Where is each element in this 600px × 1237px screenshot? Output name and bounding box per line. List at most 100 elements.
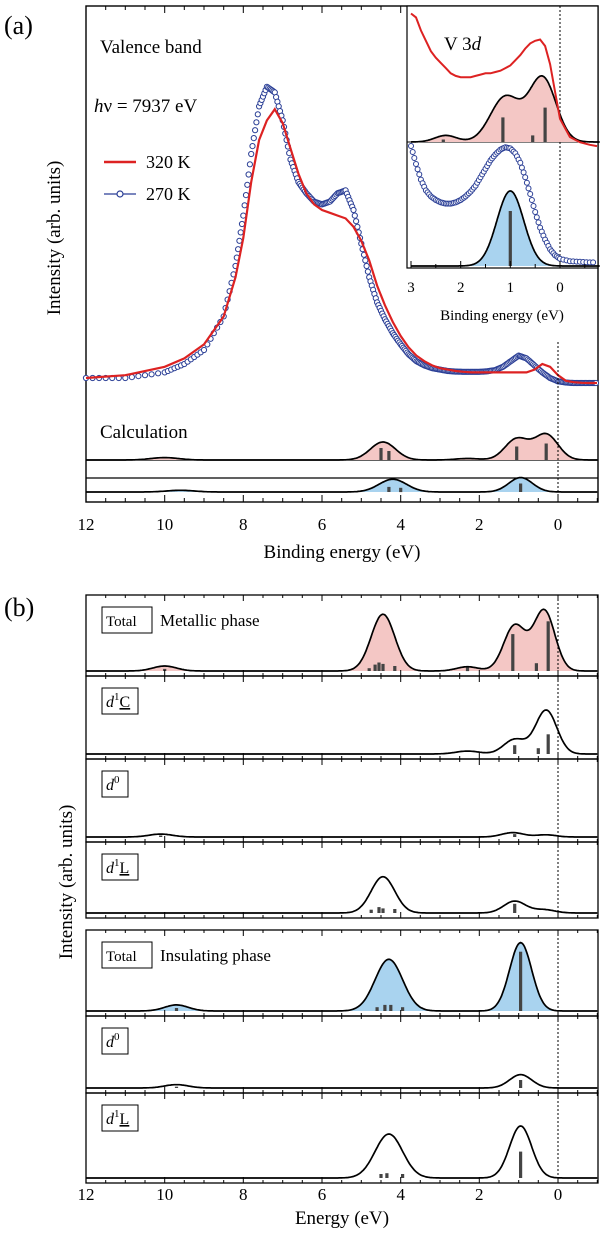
subpanel-label-text: Total xyxy=(106,614,137,630)
calc-metallic-stick-1 xyxy=(387,451,391,460)
subpanel-5: d0 xyxy=(85,1015,599,1094)
subpanel-frame xyxy=(85,841,599,919)
inset-270k-point xyxy=(590,259,597,266)
series-270k-point xyxy=(354,223,361,230)
calc-metallic-stick-2 xyxy=(515,446,519,460)
series-320k-line xyxy=(85,107,597,385)
inset-calc-metallic-fill xyxy=(411,75,600,142)
series-270k-point xyxy=(350,206,357,214)
subpanel-label: d1C xyxy=(101,687,139,715)
subpanel-6-stick-2 xyxy=(401,1174,405,1178)
legend-270k-marker xyxy=(116,190,124,198)
subpanel-3-stick-1 xyxy=(377,907,381,913)
subpanel-label: Total xyxy=(101,606,153,634)
subpanel-3-stick-4 xyxy=(513,903,517,913)
legend-320k-label: 320 K xyxy=(146,152,191,172)
panel-b-subpanels: Total Metallic phase d1C d0 d1L Total Insulati… xyxy=(85,594,599,1184)
panel-a-xaxis: 12 10 8 6 4 2 0 xyxy=(78,6,598,534)
inset-270k-point xyxy=(408,143,414,149)
subpanel-0-stick-3 xyxy=(377,662,381,671)
subpanel-label-text: d0 xyxy=(106,774,120,794)
subpanel-label: d1L xyxy=(101,1104,139,1132)
subpanel-label-box xyxy=(101,606,153,634)
series-270k-point xyxy=(135,373,142,380)
panel-a-ticklabel: 12 xyxy=(78,515,95,534)
series-270k-point xyxy=(155,370,162,377)
subpanel-0-curve xyxy=(86,608,598,672)
panel-a-ticklabel: 2 xyxy=(475,515,484,534)
series-270k-point xyxy=(249,143,256,150)
subpanel-4-stick-4 xyxy=(401,1007,405,1011)
series-270k-point xyxy=(364,268,371,275)
subpanel-2: d0 xyxy=(85,758,599,843)
panel-a-ticklabel: 0 xyxy=(554,515,563,534)
panel-a-ticklabel: 4 xyxy=(396,515,405,534)
subpanel-4-stick-2 xyxy=(383,1004,387,1011)
subpanel-4-stick-3 xyxy=(389,1004,393,1011)
series-270k-point xyxy=(141,372,149,379)
series-270k-point xyxy=(242,192,250,199)
calc-insulating-curve xyxy=(86,476,598,493)
series-270k-point xyxy=(353,218,360,225)
subpanel-6-curve xyxy=(86,1125,598,1179)
series-270k-point xyxy=(363,262,370,270)
series-270k-point xyxy=(351,212,358,219)
panel-b: (b) Total Metallic phase d1C d0 d1L Total Insu… xyxy=(4,593,599,1229)
series-270k-point xyxy=(148,371,155,378)
subpanel-label-box xyxy=(101,1104,139,1132)
series-270k-point xyxy=(241,202,248,209)
phase-label: Insulating phase xyxy=(160,946,271,965)
subpanel-label-box xyxy=(101,770,129,798)
calc-insulating-stick-2 xyxy=(519,483,523,492)
subpanel-0-stick-5 xyxy=(393,666,397,671)
inset-xaxis: 3 2 1 0 xyxy=(407,261,586,296)
subpanel-2-curve xyxy=(86,831,598,838)
subpanel-3-stick-3 xyxy=(393,909,397,913)
subpanel-4-stick-0 xyxy=(174,1008,179,1011)
inset-title: V 3d xyxy=(444,34,482,55)
subpanel-label-text: d1L xyxy=(106,1108,129,1128)
panel-a-label: (a) xyxy=(4,11,33,40)
subpanel-1: d1C xyxy=(85,675,599,760)
inset-calc-metallic-stick-2 xyxy=(531,135,535,142)
subpanel-3-stick-2 xyxy=(381,908,385,913)
series-270k-point xyxy=(254,111,261,118)
panel-a-ticklabel: 10 xyxy=(156,515,173,534)
series-270k-point xyxy=(246,161,253,168)
series-270k-point xyxy=(253,119,260,126)
series-270k-point xyxy=(252,127,259,134)
subpanel-0-stick-8 xyxy=(534,663,538,671)
subpanel-1-curve xyxy=(86,709,598,755)
subpanel-label-text: Total xyxy=(106,949,137,965)
inset-270k-point xyxy=(535,219,542,226)
panel-b-ticklabel: 10 xyxy=(156,1185,173,1204)
subpanel-4: Total Insulating phase xyxy=(85,929,599,1017)
subpanel-4-curve xyxy=(86,941,598,1012)
subpanel-6-stick-1 xyxy=(385,1173,389,1178)
inset-270k-point xyxy=(409,149,416,155)
inset-calc-metallic-stick-0 xyxy=(441,139,445,142)
subpanel-0-stick-4 xyxy=(381,663,385,671)
inset-270k-point xyxy=(520,169,527,176)
inset-calc-metallic-stick-1 xyxy=(501,117,505,142)
subpanel-0-stick-6 xyxy=(465,667,470,672)
inset-270k-point xyxy=(414,166,421,173)
inset-curves xyxy=(408,12,600,267)
inset-270k-point xyxy=(523,179,530,186)
calculation-label: Calculation xyxy=(100,422,188,443)
panel-b-ticklabel: 0 xyxy=(554,1185,563,1204)
inset-270k-point xyxy=(528,197,535,203)
calc-insulating-stick-1 xyxy=(399,487,403,493)
inset-calc-insulating-stick-0 xyxy=(508,211,512,266)
series-270k-point xyxy=(245,171,252,178)
inset-xlabel: Binding energy (eV) xyxy=(440,308,564,324)
panel-a: (a) Valence band hν = 7937 eV 320 K 270 … xyxy=(4,5,600,563)
panel-a-experiment xyxy=(82,83,600,387)
inset-270k-point xyxy=(533,214,540,221)
inset-ticklabel: 2 xyxy=(457,280,465,296)
subpanel-4-stick-1 xyxy=(375,1007,379,1011)
subpanel-frame xyxy=(85,675,599,760)
panel-b-ticklabel: 4 xyxy=(396,1185,405,1204)
subpanel-0-stick-9 xyxy=(546,621,550,671)
series-270k-point xyxy=(237,229,244,236)
